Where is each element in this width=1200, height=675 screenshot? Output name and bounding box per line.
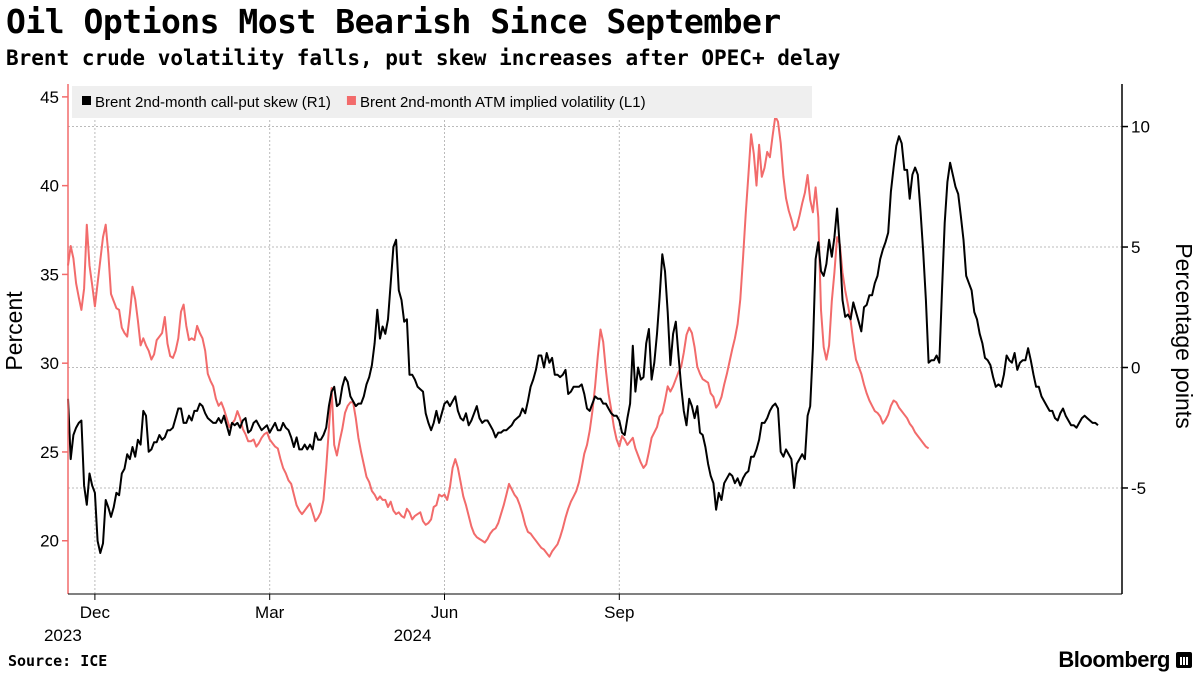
left-tick-label: 45 [40,88,59,107]
right-tick-label: 5 [1131,238,1140,257]
left-tick-label: 40 [40,177,59,196]
legend: Brent 2nd-month call-put skew (R1) Brent … [72,86,812,118]
left-tick-label: 25 [40,443,59,462]
legend-label: Brent 2nd-month ATM implied volatility (… [360,94,646,111]
x-tick-label: Jun [431,603,458,622]
grid [68,88,1122,594]
brand-icon [1176,652,1192,668]
series-line-call-put-skew [67,135,1099,554]
legend-swatch [82,96,91,105]
chart-subtitle: Brent crude volatility falls, put skew i… [6,46,841,70]
source-note: Source: ICE [8,652,108,670]
series-line-implied-volatility [67,115,930,558]
right-tick-label: 0 [1131,359,1140,378]
legend-swatch [346,96,356,105]
x-tick-label: Mar [255,603,285,622]
y-axis-title-left: Percent [1,291,27,371]
left-tick-label: 35 [40,265,59,284]
right-tick-label: 10 [1131,118,1150,137]
x-tick-label: Dec [80,603,111,622]
brand-logo: Bloomberg [1058,647,1192,673]
x-year-label: 2024 [394,626,432,645]
left-tick-label: 30 [40,354,59,373]
legend-background [72,86,812,118]
x-year-label: 2023 [44,626,82,645]
x-tick-label: Sep [604,603,634,622]
y-axis-title-right: Percentage points [1171,243,1197,428]
brand-name: Bloomberg [1058,647,1170,672]
right-tick-label: -5 [1131,479,1146,498]
left-tick-label: 20 [40,532,59,551]
axes: 20 25 30 35 40 45 -5 0 5 10 Dec 2023 Mar Jun 2024 Sep Pe… [1,84,1197,645]
legend-label: Brent 2nd-month call-put skew (R1) [95,94,331,111]
chart-title: Oil Options Most Bearish Since September [6,2,781,41]
series-lines [67,115,1099,558]
